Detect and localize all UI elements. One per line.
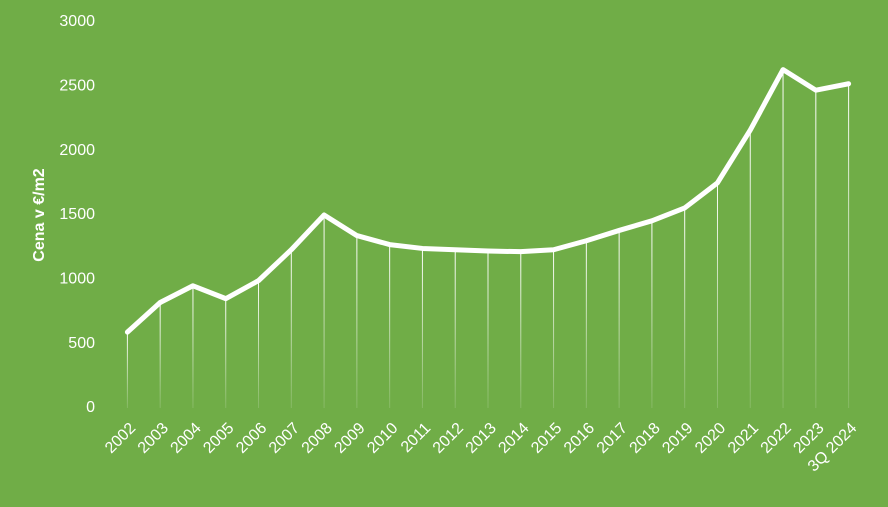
drop-line <box>454 249 456 408</box>
x-tick-label: 2006 <box>233 420 270 457</box>
drop-line <box>323 215 325 408</box>
drop-line <box>716 182 718 408</box>
drop-line <box>389 244 391 408</box>
x-tick-label: 2012 <box>430 420 467 457</box>
drop-line <box>815 90 817 409</box>
x-tick-label: 2020 <box>692 420 729 457</box>
drop-line <box>585 240 587 408</box>
drop-line <box>258 280 260 408</box>
drop-line <box>126 332 128 408</box>
y-tick-label: 2500 <box>59 78 95 95</box>
x-tick-label: 2017 <box>594 420 631 457</box>
drop-line <box>421 248 423 408</box>
x-tick-label: 2016 <box>561 420 598 457</box>
y-tick-label: 500 <box>68 335 95 352</box>
drop-line <box>290 249 292 408</box>
y-tick-label: 0 <box>86 399 95 416</box>
x-tick-label: 2005 <box>200 420 237 457</box>
drop-line <box>159 302 161 408</box>
drop-line <box>520 251 522 408</box>
drop-line <box>553 249 555 408</box>
drop-line <box>356 235 358 408</box>
x-tick-label: 2019 <box>659 420 696 457</box>
drop-line <box>651 220 653 408</box>
x-tick-label: 2018 <box>627 420 664 457</box>
drop-line <box>192 285 194 408</box>
x-tick-label: 2008 <box>299 420 336 457</box>
x-tick-label: 2011 <box>398 420 434 456</box>
x-tick-label: 2007 <box>266 420 303 457</box>
x-tick-label: 2014 <box>495 420 532 457</box>
x-tick-label: 2010 <box>364 420 401 457</box>
x-tick-label: 2004 <box>168 420 205 457</box>
y-tick-label: 1000 <box>59 271 95 288</box>
x-tick-label: 2021 <box>725 420 762 457</box>
y-tick-label: 2000 <box>59 142 95 159</box>
x-tick-label: 2002 <box>102 420 139 457</box>
drop-line <box>848 83 850 408</box>
drop-line <box>618 230 620 408</box>
drop-line <box>782 69 784 409</box>
x-tick-label: 2015 <box>528 420 565 457</box>
line <box>124 67 852 335</box>
y-tick-label: 1500 <box>59 206 95 223</box>
drop-line <box>684 207 686 408</box>
y-axis-title: Cena v €/m2 <box>31 168 48 261</box>
x-tick-label: 2003 <box>135 420 172 457</box>
y-tick-label: 3000 <box>59 13 95 30</box>
x-tick-label: 2009 <box>331 420 368 457</box>
drop-line <box>487 251 489 408</box>
drop-line <box>225 298 227 408</box>
drop-line <box>749 130 751 408</box>
x-tick-label: 2022 <box>758 420 795 457</box>
x-tick-label: 2013 <box>463 420 500 457</box>
